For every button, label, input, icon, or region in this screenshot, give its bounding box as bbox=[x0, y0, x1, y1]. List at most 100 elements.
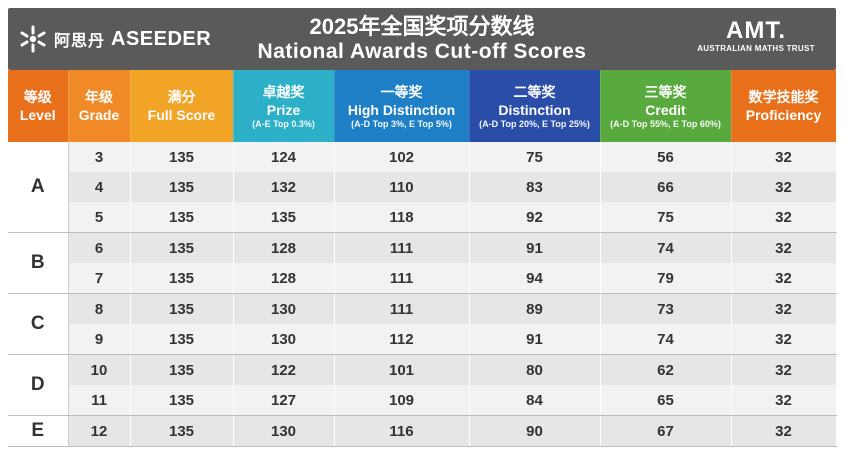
table-body: A 3 135 124 102 75 56 32 4 135 132 110 83 66 32 5 135 135… bbox=[8, 142, 837, 447]
cell-hd: 116 bbox=[334, 415, 470, 447]
cell-prize: 132 bbox=[233, 172, 335, 202]
table-row: D 10 135 122 101 80 62 32 bbox=[8, 354, 837, 416]
header-banner: 阿思丹 ASEEDER 2025年全国奖项分数线 National Awards… bbox=[8, 8, 836, 70]
cell-prize: 122 bbox=[233, 354, 335, 385]
cell-prof: 32 bbox=[731, 263, 837, 294]
cell-hd: 109 bbox=[334, 385, 470, 416]
cell-credit: 79 bbox=[600, 263, 732, 294]
column-header-en: Distinction bbox=[498, 101, 571, 118]
table-row: 4 135 132 110 83 66 32 bbox=[8, 172, 837, 202]
cell-credit: 67 bbox=[600, 415, 732, 447]
cell-grade: 9 bbox=[68, 324, 131, 355]
cell-hd: 110 bbox=[334, 172, 470, 202]
cell-grade: 3 bbox=[68, 142, 131, 172]
cell-full: 135 bbox=[130, 263, 234, 294]
level-cell: E bbox=[8, 415, 69, 447]
cell-credit: 56 bbox=[600, 142, 732, 172]
cell-credit: 66 bbox=[600, 172, 732, 202]
column-header-cn: 年级 bbox=[85, 89, 113, 105]
cell-full: 135 bbox=[130, 385, 234, 416]
cell-credit: 74 bbox=[600, 232, 732, 263]
cell-prize: 130 bbox=[233, 415, 335, 447]
column-header-note: (A-D Top 3%, E Top 5%) bbox=[351, 118, 452, 129]
logo-en-text: ASEEDER bbox=[111, 27, 212, 50]
cell-full: 135 bbox=[130, 293, 234, 324]
level-cell: C bbox=[8, 293, 69, 355]
cell-prof: 32 bbox=[731, 142, 837, 172]
cell-prof: 32 bbox=[731, 293, 837, 324]
aseeder-logo-icon bbox=[18, 24, 48, 54]
cell-d: 91 bbox=[469, 232, 601, 263]
cell-credit: 62 bbox=[600, 354, 732, 385]
logo-cn-text: 阿思丹 bbox=[54, 33, 106, 50]
aseeder-logo: 阿思丹 ASEEDER bbox=[18, 23, 211, 55]
cell-d: 83 bbox=[469, 172, 601, 202]
cell-d: 94 bbox=[469, 263, 601, 294]
cell-full: 135 bbox=[130, 202, 234, 233]
cell-grade: 5 bbox=[68, 202, 131, 233]
table-row: B 6 135 128 111 91 74 32 bbox=[8, 232, 837, 294]
table-row: E 12 135 130 116 90 67 32 bbox=[8, 415, 837, 447]
table-row: 5 135 135 118 92 75 32 bbox=[8, 202, 837, 233]
column-header-cn: 三等奖 bbox=[644, 83, 687, 100]
cell-prize: 128 bbox=[233, 263, 335, 294]
cell-grade: 10 bbox=[68, 354, 131, 385]
column-header-cn: 二等奖 bbox=[513, 83, 556, 100]
cell-full: 135 bbox=[130, 415, 234, 447]
cell-credit: 75 bbox=[600, 202, 732, 233]
column-header-full-score: 满分 Full Score bbox=[130, 70, 234, 142]
cell-prof: 32 bbox=[731, 415, 837, 447]
cell-prize: 135 bbox=[233, 202, 335, 233]
amt-subtitle: AUSTRALIAN MATHS TRUST bbox=[697, 44, 815, 53]
column-header-en: Grade bbox=[78, 107, 120, 123]
column-header-cn: 等级 bbox=[23, 89, 52, 105]
level-cell: A bbox=[8, 142, 69, 233]
cell-hd: 102 bbox=[334, 142, 470, 172]
column-header-proficiency: 数学技能奖 Proficiency bbox=[731, 70, 837, 142]
cell-grade: 8 bbox=[68, 293, 131, 324]
column-header-distinction: 二等奖 Distinction (A-D Top 20%, E Top 25%) bbox=[469, 70, 601, 142]
column-header-high-distinction: 一等奖 High Distinction (A-D Top 3%, E Top 5%… bbox=[334, 70, 470, 142]
table-header-row: 等级 Level 年级 Grade 满分 Full Score 卓越奖 Prize (A-E T… bbox=[8, 70, 837, 142]
cell-grade: 7 bbox=[68, 263, 131, 294]
cell-prize: 128 bbox=[233, 232, 335, 263]
column-header-note: (A-D Top 55%, E Top 60%) bbox=[610, 118, 721, 129]
cell-prize: 130 bbox=[233, 293, 335, 324]
column-header-en: Level bbox=[19, 107, 56, 123]
table-row: 7 135 128 111 94 79 32 bbox=[8, 263, 837, 294]
title-cn: 2025年全国奖项分数线 bbox=[309, 14, 535, 39]
cell-prof: 32 bbox=[731, 232, 837, 263]
cell-prof: 32 bbox=[731, 172, 837, 202]
column-header-note: (A-E Top 0.3%) bbox=[252, 118, 315, 129]
amt-logo: AMT. AUSTRALIAN MATHS TRUST bbox=[686, 18, 826, 54]
cell-prof: 32 bbox=[731, 385, 837, 416]
cell-prize: 124 bbox=[233, 142, 335, 172]
cell-prof: 32 bbox=[731, 354, 837, 385]
cell-credit: 74 bbox=[600, 324, 732, 355]
cell-grade: 4 bbox=[68, 172, 131, 202]
table-row: C 8 135 130 111 89 73 32 bbox=[8, 293, 837, 355]
cell-grade: 11 bbox=[68, 385, 131, 416]
cell-hd: 101 bbox=[334, 354, 470, 385]
column-header-en: High Distinction bbox=[347, 101, 456, 118]
cell-d: 75 bbox=[469, 142, 601, 172]
table-row: 11 135 127 109 84 65 32 bbox=[8, 385, 837, 416]
cell-prize: 127 bbox=[233, 385, 335, 416]
cell-grade: 6 bbox=[68, 232, 131, 263]
column-header-cn: 卓越奖 bbox=[262, 83, 305, 100]
cell-credit: 65 bbox=[600, 385, 732, 416]
column-header-note: (A-D Top 20%, E Top 25%) bbox=[479, 118, 590, 129]
table-row: A 3 135 124 102 75 56 32 bbox=[8, 142, 837, 233]
column-header-en: Proficiency bbox=[745, 107, 822, 123]
cell-credit: 73 bbox=[600, 293, 732, 324]
column-header-en: Full Score bbox=[147, 107, 216, 123]
cell-prize: 130 bbox=[233, 324, 335, 355]
column-header-cn: 满分 bbox=[167, 89, 196, 105]
cell-hd: 111 bbox=[334, 263, 470, 294]
column-header-credit: 三等奖 Credit (A-D Top 55%, E Top 60%) bbox=[600, 70, 732, 142]
cell-grade: 12 bbox=[68, 415, 131, 447]
cell-d: 92 bbox=[469, 202, 601, 233]
cell-d: 84 bbox=[469, 385, 601, 416]
cell-hd: 112 bbox=[334, 324, 470, 355]
